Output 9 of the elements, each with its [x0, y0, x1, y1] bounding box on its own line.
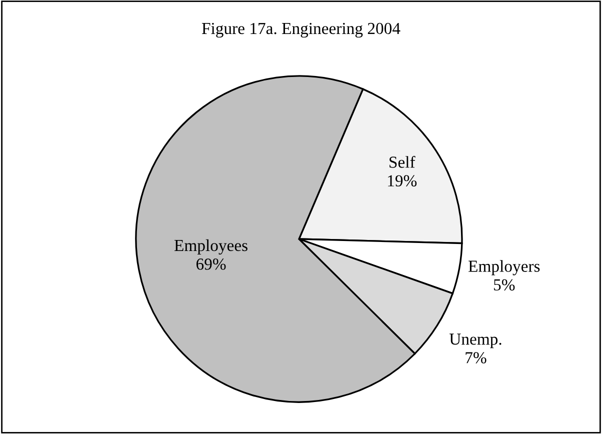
data-label: 19% [388, 175, 417, 186]
slice-label: Self [390, 156, 416, 168]
chart-title: Figure 17a. Engineering 2004 [202, 22, 400, 38]
slice-label: Employees [174, 239, 248, 255]
data-label: 5% [494, 279, 515, 291]
slice-label: Employers [468, 260, 540, 276]
data-label: 7% [466, 352, 486, 364]
slice-label: Unemp. [449, 334, 502, 348]
data-label: 69% [196, 258, 226, 270]
